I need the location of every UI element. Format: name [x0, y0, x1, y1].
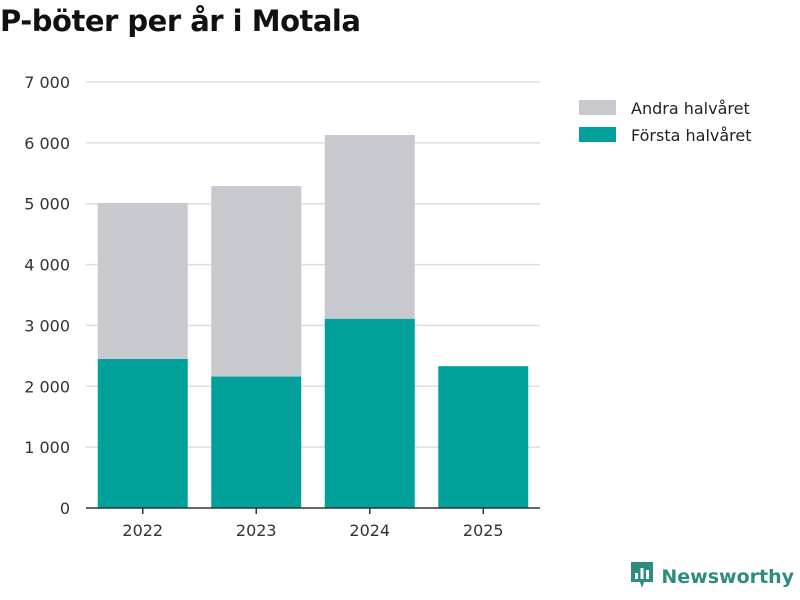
bar-forsta-halvaret-2025: [438, 366, 529, 508]
chart-title: P-böter per år i Motala: [0, 4, 361, 38]
bar-forsta-halvaret-2024: [324, 318, 415, 508]
y-tick-label: 1 000: [24, 438, 70, 457]
legend-label-forsta-halvaret: Första halvåret: [631, 126, 752, 145]
axis-layer: 0 1 000 2 000 3 000 4 000 5 000 6 000 7 000 2022…: [24, 73, 540, 540]
legend-swatch-andra-halvaret: [579, 100, 616, 115]
y-tick-label: 5 000: [24, 195, 70, 214]
y-tick-label: 3 000: [24, 316, 70, 335]
brand-name: Newsworthy: [661, 566, 794, 588]
x-tick-label: 2024: [349, 521, 390, 540]
bar-andra-halvaret-2023: [211, 186, 302, 377]
bars-layer: [97, 134, 529, 508]
bar-forsta-halvaret-2022: [97, 358, 188, 508]
x-tick-label: 2025: [463, 521, 504, 540]
x-tick-label: 2023: [236, 521, 277, 540]
y-tick-label: 6 000: [24, 134, 70, 153]
x-tick-label: 2022: [122, 521, 163, 540]
legend-swatch-forsta-halvaret: [579, 127, 616, 142]
newsworthy-logo-icon: [629, 560, 655, 594]
legend: Andra halvåret Första halvåret: [579, 99, 752, 145]
bar-andra-halvaret-2022: [97, 203, 188, 359]
y-tick-label: 2 000: [24, 377, 70, 396]
brand: Newsworthy: [629, 560, 794, 594]
y-tick-label: 4 000: [24, 256, 70, 275]
y-tick-label: 7 000: [24, 73, 70, 92]
legend-label-andra-halvaret: Andra halvåret: [631, 99, 750, 118]
bar-forsta-halvaret-2023: [211, 376, 302, 508]
y-tick-label: 0: [60, 499, 70, 518]
bar-andra-halvaret-2024: [324, 134, 415, 319]
